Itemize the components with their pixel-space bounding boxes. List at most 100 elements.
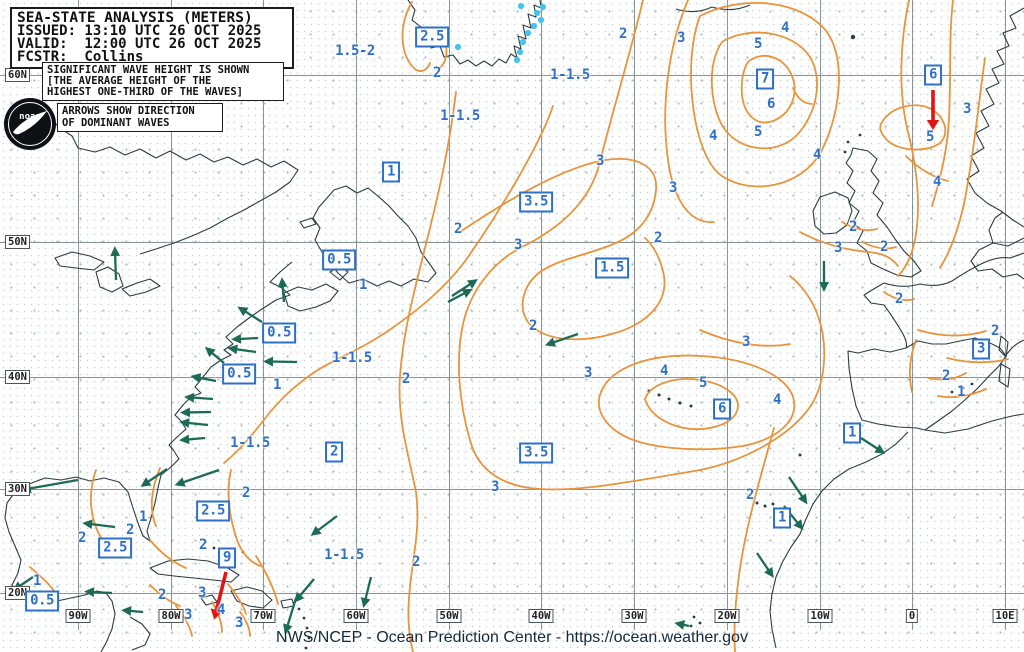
contour-label: 3 xyxy=(677,30,685,46)
boxed-wave-height: 6 xyxy=(924,64,942,86)
longitude-gridline xyxy=(356,0,357,630)
contour-label: 2 xyxy=(529,318,537,334)
boxed-wave-height: 3.5 xyxy=(519,442,553,464)
contour-label: 3 xyxy=(834,240,842,256)
ice-edge-dot xyxy=(454,43,462,51)
coastline-honduras xyxy=(129,616,151,651)
coastline-cuba xyxy=(149,558,240,583)
contour-label: 3 xyxy=(514,237,522,253)
wave-direction-arrow xyxy=(860,437,886,454)
ice-edge-dot xyxy=(537,16,545,24)
coastline-labrador-quebec xyxy=(29,111,299,255)
wave-direction-arrow xyxy=(544,332,579,347)
latitude-gridline xyxy=(0,489,1024,490)
wave-direction-arrow xyxy=(788,476,808,505)
jan-mayen-island xyxy=(850,34,856,40)
chart-title: SEA-STATE ANALYSIS (METERS) xyxy=(17,10,253,26)
wave-direction-arrow xyxy=(283,597,298,635)
ice-edge-dot xyxy=(516,48,524,56)
contour-label: 1 xyxy=(139,509,147,525)
wave-direction-arrow xyxy=(756,552,774,578)
contour-label: 1-1.5 xyxy=(230,435,270,451)
wave-direction-arrow xyxy=(204,346,225,364)
boxed-wave-height: 0.5 xyxy=(25,590,59,612)
storm-motion-arrow xyxy=(210,571,228,620)
wave-direction-arrow xyxy=(451,279,478,297)
contour-label: 3 xyxy=(491,479,499,495)
boxed-wave-height: 1 xyxy=(382,161,400,183)
small-islands xyxy=(203,34,974,650)
contour-label: 3 xyxy=(198,585,206,601)
longitude-label: 90W xyxy=(65,609,91,623)
wave-direction-arrow xyxy=(84,587,113,597)
contour-label: 4 xyxy=(773,392,781,408)
noaa-logo: noaa xyxy=(3,97,57,151)
longitude-label: 80W xyxy=(158,609,184,623)
arrows-note: ARROWS SHOW DIRECTION OF DOMINANT WAVES xyxy=(57,103,223,132)
wave-direction-arrow xyxy=(190,373,217,383)
ice-edge-dot xyxy=(513,56,521,64)
contour-label: 1.5-2 xyxy=(335,43,375,59)
contour-label: 3 xyxy=(235,615,243,631)
coastline-africa-north xyxy=(924,413,1024,434)
contour-label: 1 xyxy=(957,384,965,400)
wave-direction-arrow xyxy=(231,333,259,344)
boxed-wave-height: 6 xyxy=(713,398,731,420)
contour-label: 2 xyxy=(991,323,999,339)
latitude-label: 30N xyxy=(5,482,30,496)
boxed-wave-height: 0.5 xyxy=(262,322,296,344)
contour-label: 1-1.5 xyxy=(550,67,590,83)
latitude-label: 60N xyxy=(5,68,30,82)
ice-edge-dot xyxy=(533,9,541,17)
boxed-wave-height: 3.5 xyxy=(519,191,553,213)
coastline-newfoundland xyxy=(312,185,437,287)
longitude-label: 20W xyxy=(714,609,740,623)
latitude-gridline xyxy=(0,377,1024,378)
contour-label: 2 xyxy=(746,487,754,503)
coastline-puerto-rico xyxy=(280,598,295,609)
contour-label: 3 xyxy=(963,101,971,117)
contour-label: 3 xyxy=(596,153,604,169)
coastline-denmark-baltic xyxy=(970,211,1024,280)
wave-direction-arrow xyxy=(447,288,473,304)
boxed-wave-height: 0.5 xyxy=(222,363,256,385)
coastline-france-lowcountries xyxy=(883,252,1024,287)
coastline-brittany-biscay xyxy=(863,282,908,349)
boxed-wave-height: 2 xyxy=(325,441,343,463)
contour-label: 2 xyxy=(849,219,857,235)
wave-direction-arrow xyxy=(360,576,373,609)
coastline-ireland xyxy=(812,191,853,235)
wave-direction-arrow xyxy=(179,418,209,428)
coastline-iceland xyxy=(675,4,751,13)
longitude-gridline xyxy=(634,0,635,630)
contour-label: 1-1.5 xyxy=(324,547,364,563)
ice-edge-dot xyxy=(519,38,527,46)
longitude-gridline xyxy=(727,0,728,630)
longitude-gridline xyxy=(1005,0,1006,630)
valid-line: VALID: 12:00 UTC 26 OCT 2025 xyxy=(17,36,262,52)
wave-direction-arrow xyxy=(180,407,212,418)
contour-label: 5 xyxy=(754,124,762,140)
wave-direction-arrow xyxy=(227,344,257,355)
boxed-wave-height: 7 xyxy=(756,68,774,90)
boxed-wave-height: 0.5 xyxy=(322,249,356,271)
contour-label: 2 xyxy=(78,530,86,546)
wave-direction-arrow xyxy=(263,356,298,367)
longitude-gridline xyxy=(263,0,264,630)
longitude-label: 10W xyxy=(807,609,833,623)
contour-label: 1-1.5 xyxy=(332,350,372,366)
contour-label: 2 xyxy=(158,587,166,603)
boxed-wave-height: 1 xyxy=(843,422,861,444)
contour-label: 2 xyxy=(126,522,134,538)
longitude-label: 40W xyxy=(528,609,554,623)
contour-label: 5 xyxy=(926,129,934,145)
longitude-gridline xyxy=(78,0,79,630)
latitude-gridline xyxy=(0,593,1024,594)
contour-label: 5 xyxy=(699,375,707,391)
contour-label: 2 xyxy=(433,65,441,81)
wave-height-note: SIGNIFICANT WAVE HEIGHT IS SHOWN [THE AV… xyxy=(42,62,284,101)
wave-direction-arrow xyxy=(237,306,263,323)
contour-label: 3 xyxy=(742,334,750,350)
contour-label: 4 xyxy=(813,147,821,163)
wave-direction-arrow xyxy=(174,468,220,487)
